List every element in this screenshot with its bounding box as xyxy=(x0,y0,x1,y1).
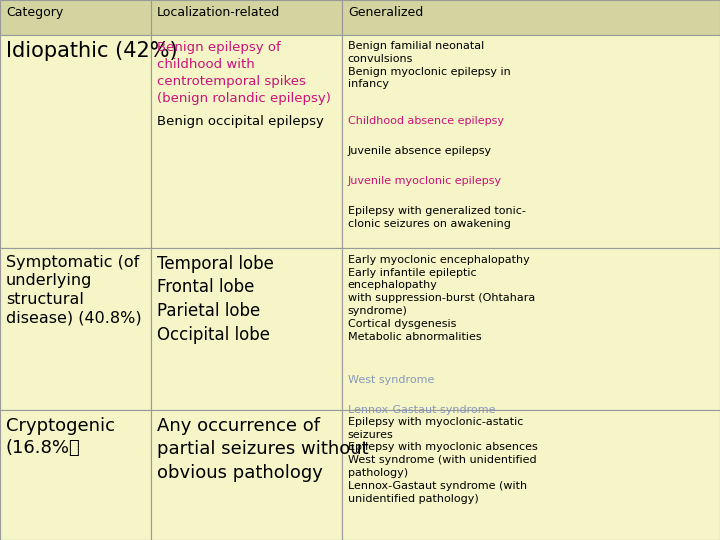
Text: Benign familial neonatal
convulsions
Benign myoclonic epilepsy in
infancy: Benign familial neonatal convulsions Ben… xyxy=(348,41,510,102)
Text: Generalized: Generalized xyxy=(348,6,423,19)
Text: Juvenile myoclonic epilepsy: Juvenile myoclonic epilepsy xyxy=(348,176,502,199)
Bar xyxy=(342,410,720,540)
Bar xyxy=(151,35,342,248)
Text: Epilepsy with myoclonic-astatic
seizures
Epilepsy with myoclonic absences
West s: Epilepsy with myoclonic-astatic seizures… xyxy=(348,417,538,504)
Text: Benign epilepsy of
childhood with
centrotemporal spikes
(benign rolandic epileps: Benign epilepsy of childhood with centro… xyxy=(157,41,330,105)
Bar xyxy=(151,0,342,35)
Bar xyxy=(342,35,720,248)
Text: Idiopathic (42%): Idiopathic (42%) xyxy=(6,41,177,61)
Bar xyxy=(342,248,720,410)
Text: Epilepsy with generalized tonic-
clonic seizures on awakening: Epilepsy with generalized tonic- clonic … xyxy=(348,206,526,229)
Text: Any occurrence of
partial seizures without
obvious pathology: Any occurrence of partial seizures witho… xyxy=(157,417,369,482)
Text: Cryptogenic
(16.8%⧩: Cryptogenic (16.8%⧩ xyxy=(6,417,114,457)
Text: Early myoclonic encephalopathy
Early infantile epileptic
encephalopathy
with sup: Early myoclonic encephalopathy Early inf… xyxy=(348,255,535,354)
Bar xyxy=(151,410,342,540)
Text: Childhood absence epilepsy: Childhood absence epilepsy xyxy=(348,116,504,139)
Bar xyxy=(0,248,151,410)
Text: Category: Category xyxy=(6,6,63,19)
Text: Localization-related: Localization-related xyxy=(157,6,280,19)
Text: Benign occipital epilepsy: Benign occipital epilepsy xyxy=(157,115,324,128)
Bar xyxy=(151,248,342,410)
Text: Symptomatic (of
underlying
structural
disease) (40.8%): Symptomatic (of underlying structural di… xyxy=(6,255,141,326)
Text: Temporal lobe
Frontal lobe
Parietal lobe
Occipital lobe: Temporal lobe Frontal lobe Parietal lobe… xyxy=(157,255,274,343)
Text: West syndrome: West syndrome xyxy=(348,375,434,397)
Bar xyxy=(0,35,151,248)
Bar xyxy=(0,0,151,35)
Text: Lennox-Gastaut syndrome: Lennox-Gastaut syndrome xyxy=(348,405,495,415)
Bar xyxy=(0,410,151,540)
Bar xyxy=(342,0,720,35)
Text: Juvenile absence epilepsy: Juvenile absence epilepsy xyxy=(348,146,492,169)
